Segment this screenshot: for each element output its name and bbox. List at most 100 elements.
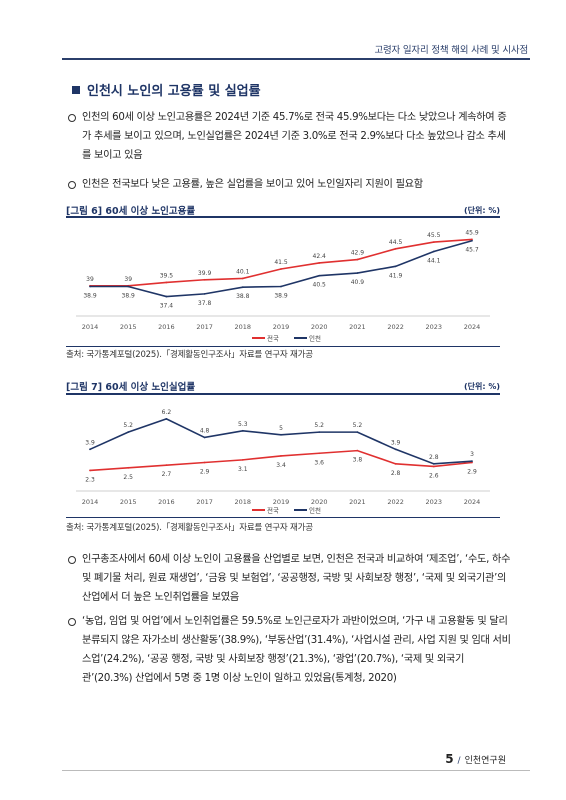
data-label: 38.9 — [83, 292, 97, 299]
data-label: 44.1 — [427, 258, 441, 265]
data-point — [432, 250, 435, 253]
data-label: 40.1 — [236, 268, 250, 275]
data-point — [356, 272, 359, 274]
data-label: 5.2 — [353, 422, 363, 429]
footer-rule — [62, 770, 530, 771]
data-point — [356, 449, 359, 452]
figure-6-chart: 2014 2015 2016 2017 2018 2019 2020 2021 2022 2023… — [66, 216, 500, 347]
data-point — [471, 461, 473, 464]
data-point — [432, 462, 435, 465]
data-point — [127, 466, 130, 469]
data-point — [471, 460, 473, 463]
data-point — [394, 265, 397, 268]
legend-label: 인천 — [309, 506, 321, 515]
data-label: 42.4 — [313, 253, 327, 260]
data-point — [89, 285, 91, 288]
data-label: 3.8 — [353, 457, 363, 464]
x-tick-label: 2018 — [235, 498, 252, 506]
data-point — [127, 285, 130, 288]
data-label: 39 — [86, 276, 94, 283]
data-label: 2.7 — [162, 471, 172, 478]
data-point — [394, 247, 397, 250]
data-point — [165, 464, 168, 467]
data-label: 2.3 — [85, 476, 95, 483]
paragraph-1: 인천의 60세 이상 노인고용률은 2024년 기준 45.7%로 전국 45.… — [68, 108, 512, 165]
data-label: 37.4 — [160, 303, 174, 310]
circle-bullet-icon — [68, 114, 76, 122]
data-label: 3.4 — [276, 462, 286, 469]
data-point — [165, 281, 168, 284]
x-tick-label: 2024 — [464, 323, 481, 331]
paragraph-2-text: 인천은 전국보다 낮은 고용률, 높은 실업률을 보이고 있어 노인일자리 지원… — [82, 179, 423, 190]
data-label: 2.6 — [429, 472, 439, 479]
x-tick-label: 2017 — [196, 323, 213, 331]
data-label: 5.2 — [314, 422, 324, 429]
data-label: 3.9 — [85, 439, 95, 446]
data-label: 38.9 — [274, 292, 288, 299]
legend-label: 인천 — [309, 334, 321, 343]
section-title: 인천시 노인의 고용률 및 실업률 — [72, 80, 261, 99]
data-label: 5.2 — [123, 422, 133, 429]
data-label: 2.9 — [200, 469, 210, 476]
legend-label: 전국 — [267, 506, 279, 515]
x-tick-label: 2023 — [426, 323, 443, 331]
square-bullet-icon — [72, 85, 80, 94]
data-label: 39.5 — [160, 272, 174, 279]
data-label: 2.5 — [123, 474, 133, 481]
data-point — [356, 258, 359, 261]
x-tick-label: 2023 — [426, 498, 443, 506]
data-label: 40.5 — [313, 282, 327, 289]
data-point — [318, 431, 321, 434]
data-label: 2.9 — [467, 469, 477, 476]
unemployment-rate-chart: 2014 2015 2016 2017 2018 2019 2020 2021 2022 2023… — [76, 409, 490, 515]
data-point — [203, 461, 206, 464]
data-label: 45.9 — [465, 229, 479, 236]
x-tick-label: 2016 — [158, 323, 175, 331]
data-point — [165, 295, 168, 298]
data-label: 6.2 — [162, 409, 172, 416]
data-point — [241, 286, 244, 289]
x-tick-label: 2014 — [82, 498, 99, 506]
data-label: 3.1 — [238, 466, 248, 473]
x-tick-label: 2017 — [196, 498, 213, 506]
data-point — [241, 429, 244, 432]
circle-bullet-icon — [68, 181, 76, 189]
data-point — [280, 268, 282, 270]
section-title-text: 인천시 노인의 고용률 및 실업률 — [87, 84, 261, 99]
data-point — [432, 465, 435, 468]
data-point — [127, 431, 130, 434]
data-label: 40.9 — [351, 279, 365, 286]
x-tick-label: 2020 — [311, 323, 328, 331]
data-label: 3.6 — [314, 459, 324, 466]
data-label: 38.8 — [236, 293, 250, 300]
data-label: 39.9 — [198, 270, 212, 277]
x-tick-label: 2019 — [273, 323, 290, 331]
data-label: 4.8 — [200, 427, 210, 434]
data-label: 2.8 — [429, 454, 439, 461]
page-number: 5 — [445, 752, 454, 766]
figure-7-title: [그림 7] 60세 이상 노인실업률 — [66, 382, 196, 393]
x-tick-label: 2021 — [349, 498, 366, 506]
header-rule — [62, 58, 530, 60]
x-tick-label: 2020 — [311, 498, 328, 506]
x-tick-label: 2021 — [349, 323, 366, 331]
data-label: 38.9 — [122, 292, 136, 299]
circle-bullet-icon — [68, 618, 76, 626]
x-tick-label: 2019 — [273, 498, 290, 506]
figure-7-chart: 2014 2015 2016 2017 2018 2019 2020 2021 2022 2023… — [66, 393, 500, 518]
data-point — [318, 274, 321, 277]
data-point — [356, 431, 359, 434]
x-tick-label: 2018 — [235, 323, 252, 331]
data-label: 5.3 — [238, 421, 248, 428]
data-label: 45.7 — [465, 247, 479, 254]
figure-6-title: [그림 6] 60세 이상 노인고용률 — [66, 206, 196, 217]
paragraph-1-text: 인천의 60세 이상 노인고용률은 2024년 기준 45.7%로 전국 45.… — [82, 112, 507, 161]
x-tick-label: 2016 — [158, 498, 175, 506]
data-point — [318, 262, 321, 264]
data-label: 3 — [470, 451, 474, 458]
figure-6-unit: (단위: %) — [463, 206, 500, 215]
data-point — [318, 452, 321, 455]
footer-slash: / — [457, 756, 461, 766]
footer-org: 인천연구원 — [464, 756, 506, 766]
x-tick-label: 2015 — [120, 498, 137, 506]
